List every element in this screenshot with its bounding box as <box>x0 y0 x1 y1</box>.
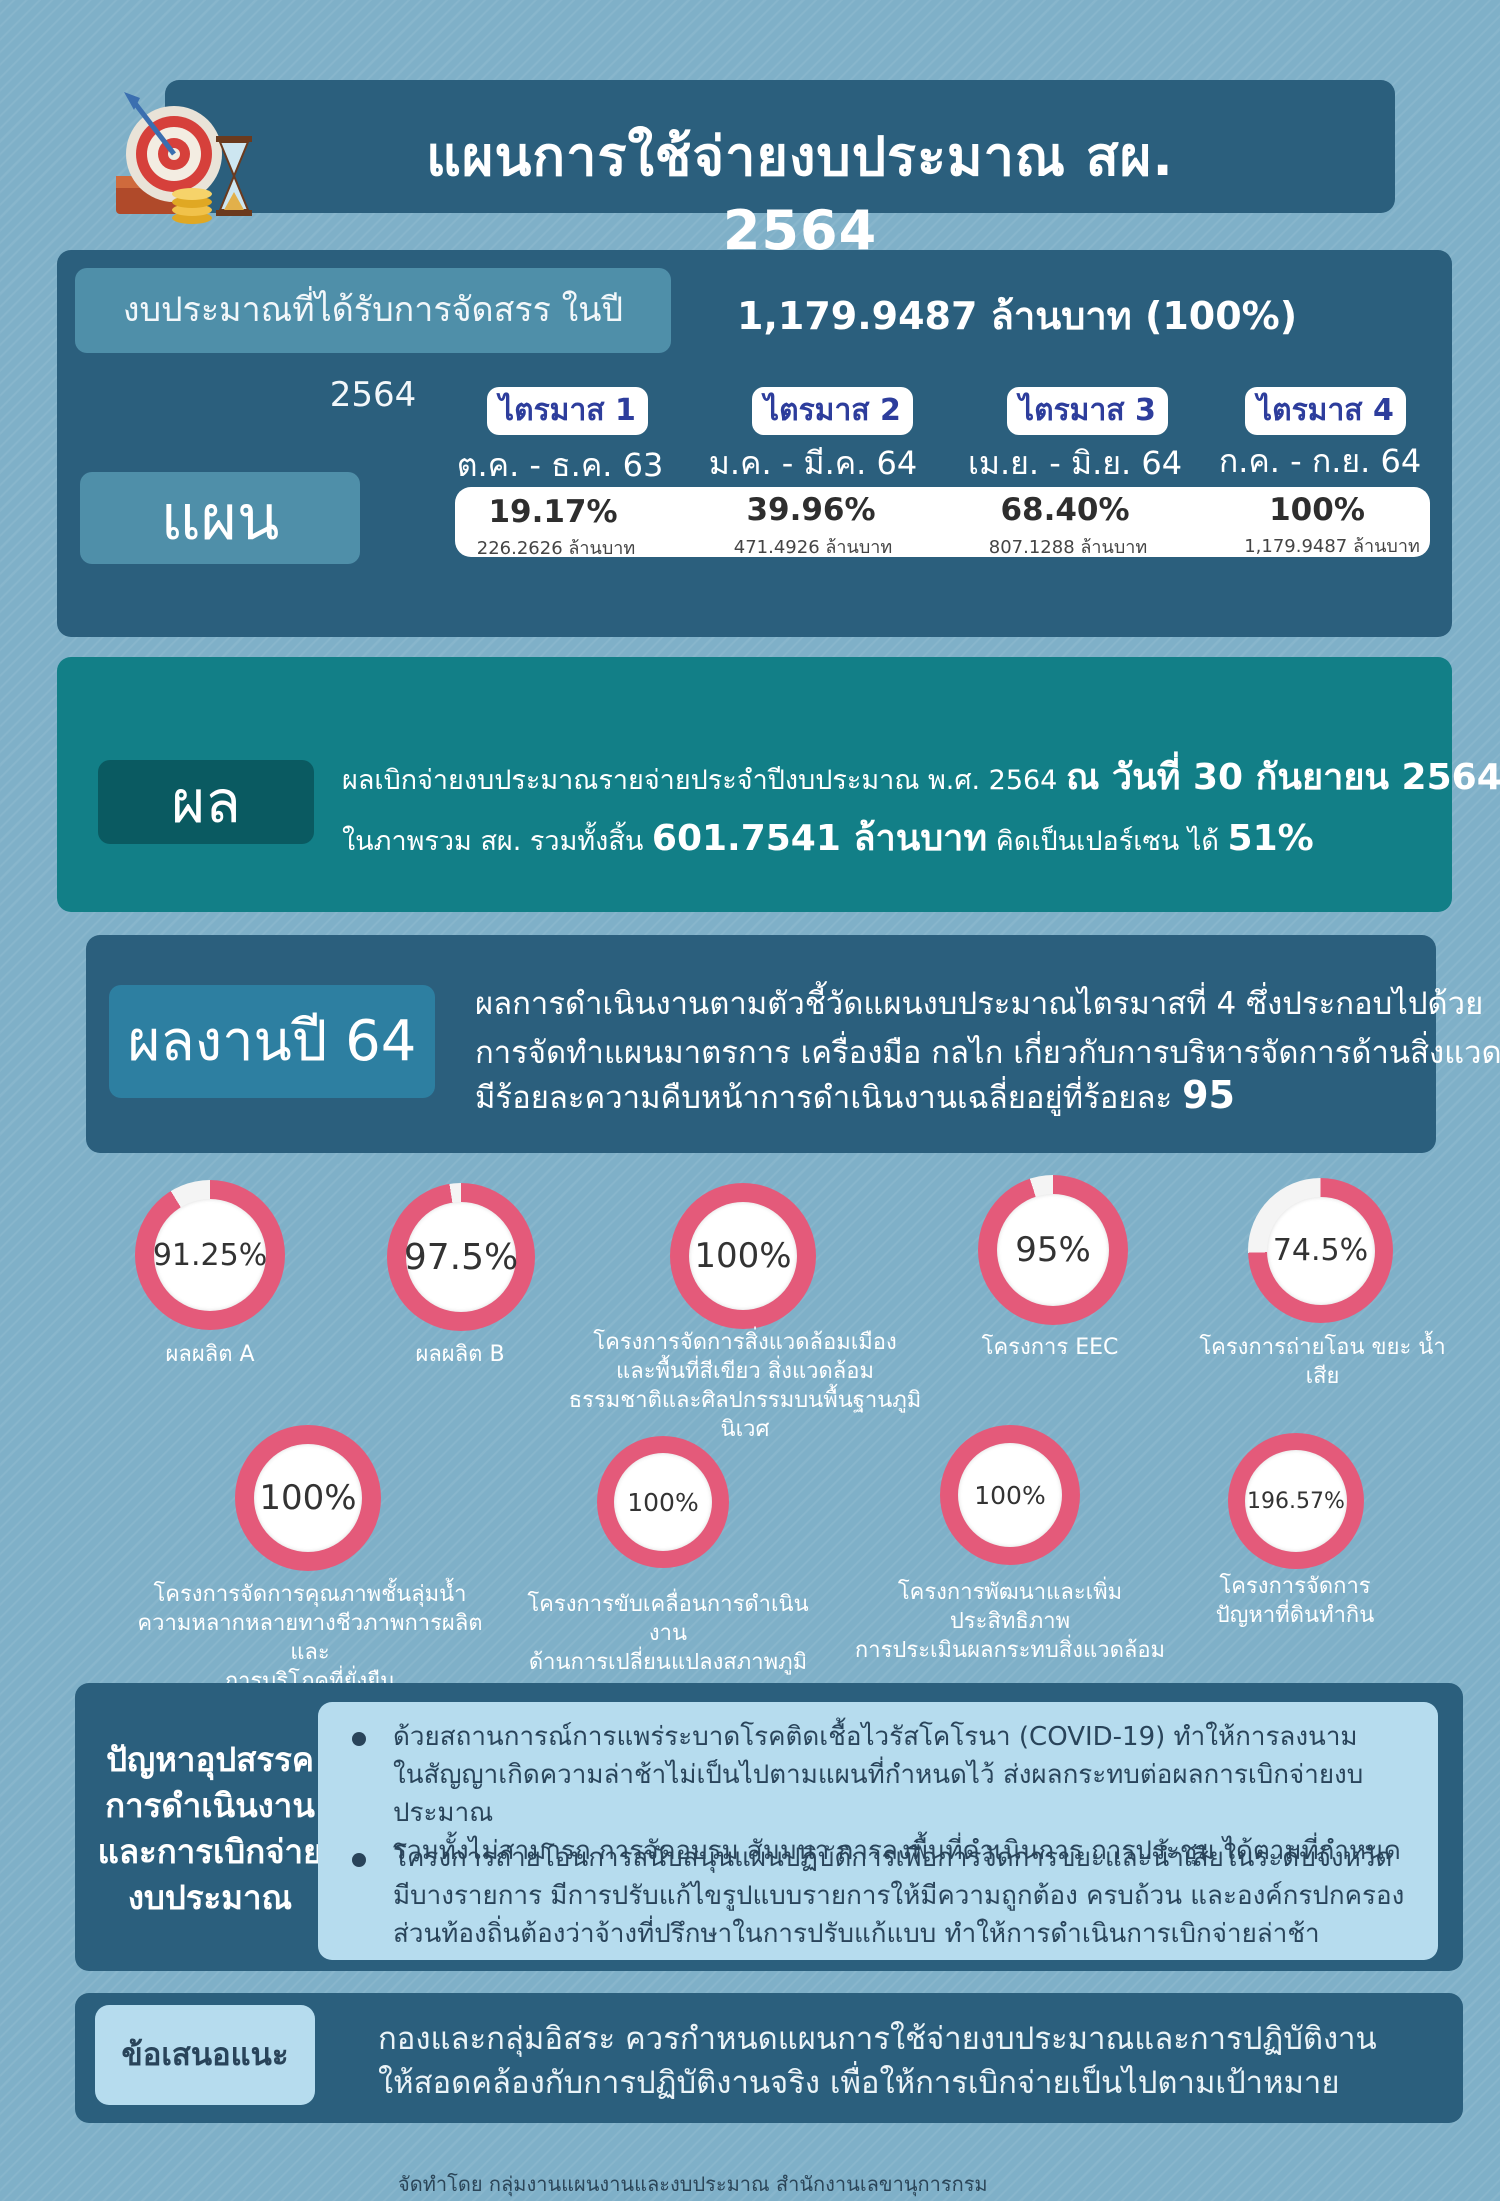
budget-label: งบประมาณที่ได้รับการจัดสรร ในปี 2564 <box>75 268 671 415</box>
gauge-caption-line: โครงการจัดการสิ่งแวดล้อมเมือง <box>593 1330 897 1355</box>
problem-line: โครงการถ่ายโอนการสนับสนุนแผนปฏิบัติการเพ… <box>393 1843 1393 1873</box>
gauge-caption-line: โครงการจัดการ <box>1219 1574 1371 1599</box>
result-line-1-text: ผลเบิกจ่ายงบประมาณรายจ่ายประจำปีงบประมาณ… <box>342 765 1058 796</box>
gauge-caption: โครงการพัฒนาและเพิ่มประสิทธิภาพการประเมิ… <box>850 1578 1170 1665</box>
problem-box <box>318 1702 1438 1960</box>
work-line-2: การจัดทำแผนมาตรการ เครื่องมือ กลไก เกี่ย… <box>475 1035 1500 1071</box>
gauge-ring: 91.25% <box>135 1180 285 1330</box>
gauge-value: 196.57% <box>1245 1450 1347 1552</box>
work-line-3-pre: มีร้อยละความคืบหน้าการดำเนินงานเฉลี่ยอยู… <box>475 1080 1173 1116</box>
problem-title-line: ปัญหาอุปสรรค <box>106 1740 314 1779</box>
gauge-caption: โครงการถ่ายโอน ขยะ น้ำเสีย <box>1185 1333 1460 1391</box>
gauge-caption: โครงการ EEC <box>930 1333 1170 1362</box>
budget-value: 1,179.9487 ล้านบาท (100%) <box>737 294 1298 338</box>
result-date: ณ วันที่ 30 กันยายน 2564 <box>1065 757 1500 798</box>
result-line-2-pre: ในภาพรวม สผ. รวมทั้งสิ้น <box>342 826 644 857</box>
gauge-value: 100% <box>614 1453 712 1551</box>
result-amount: 601.7541 ล้านบาท <box>651 818 988 859</box>
quarter-3-amount: 807.1288 ล้านบาท <box>988 537 1148 558</box>
problem-title-line: และการเบิกจ่าย <box>97 1832 323 1871</box>
gauge-caption: โครงการขับเคลื่อนการดำเนินงาน ด้านการเปลี… <box>523 1590 813 1706</box>
quarter-1-range: ต.ค. - ธ.ค. 63 <box>456 446 664 484</box>
problem-title: ปัญหาอุปสรรค การดำเนินงาน และการเบิกจ่าย… <box>80 1737 340 1921</box>
problem-line: มีบางรายการ มีการปรับแก้ไขรูปแบบรายการให… <box>393 1881 1405 1911</box>
gauge-caption: โครงการจัดการสิ่งแวดล้อมเมืองและพื้นที่ส… <box>550 1328 940 1444</box>
gauge-ring: 100% <box>940 1425 1080 1565</box>
gauge-ring: 196.57% <box>1228 1433 1364 1569</box>
gauge-caption-line: โครงการ EEC <box>981 1335 1119 1360</box>
gauge-caption-line: ธรรมชาติและศิลปกรรมบนพื้นฐานภูมินิเวศ <box>568 1388 922 1442</box>
gauge-caption-line: ผลผลิต A <box>165 1342 255 1367</box>
quarter-1-label: ไตรมาส 1 <box>487 387 648 435</box>
work-average-value: 95 <box>1182 1073 1235 1117</box>
title-bar <box>165 80 1395 213</box>
quarter-4-label: ไตรมาส 4 <box>1245 387 1406 435</box>
gauge-value: 97.5% <box>404 1202 518 1312</box>
quarter-1-amount: 226.2626 ล้านบาท <box>476 538 636 559</box>
gauge-caption-line: โครงการจัดการคุณภาพชั้นลุ่มน้ำ <box>153 1582 467 1607</box>
gauge-ring: 100% <box>670 1183 816 1329</box>
problem-line: ส่วนท้องถิ่นต้องว่าจ้างที่ปรึกษาในการปรั… <box>393 1919 1320 1949</box>
footer-credit: จัดทำโดย กลุ่มงานแผนงานและงบประมาณ สำนัก… <box>398 2172 988 2196</box>
gauge-caption: ผลผลิต A <box>110 1340 310 1369</box>
result-line-1: ผลเบิกจ่ายงบประมาณรายจ่ายประจำปีงบประมาณ… <box>342 748 1500 805</box>
work-line-3: มีร้อยละความคืบหน้าการดำเนินงานเฉลี่ยอยู… <box>475 1072 1235 1122</box>
gauge-value: 100% <box>689 1202 797 1310</box>
gauge-caption-line: โครงการพัฒนาและเพิ่มประสิทธิภาพ <box>897 1580 1123 1634</box>
problem-line: รวมทั้งไม่สามารถ การจัดอบรม สัมมนา การลง… <box>393 1836 1401 1866</box>
bullet-dot-icon <box>352 1853 366 1867</box>
gauge-caption-line: ปัญหาที่ดินทำกิน <box>1215 1603 1375 1628</box>
plan-label: แผน <box>80 472 360 564</box>
problem-line: ในสัญญาเกิดความล่าช้าไม่เป็นไปตามแผนที่ก… <box>393 1760 1364 1828</box>
gauge-caption-line: การประเมินผลกระทบสิ่งแวดล้อม <box>854 1638 1166 1663</box>
quarter-3-range: เม.ย. - มิ.ย. 64 <box>967 444 1183 482</box>
target-money-icon <box>112 88 262 228</box>
problem-line: ด้วยสถานการณ์การแพร่ระบาดโรคติดเชื้อไวรั… <box>393 1722 1358 1752</box>
gauge-ring: 97.5% <box>387 1183 535 1331</box>
quarter-3-label: ไตรมาส 3 <box>1007 387 1168 435</box>
problem-bullet-2: โครงการถ่ายโอนการสนับสนุนแผนปฏิบัติการเพ… <box>393 1839 1433 1953</box>
gauge-caption-line: โครงการถ่ายโอน ขยะ น้ำเสีย <box>1199 1335 1446 1389</box>
problem-title-line: การดำเนินงาน <box>105 1786 315 1825</box>
gauge-caption-line: ความหลากหลายทางชีวภาพการผลิตและ <box>137 1611 483 1665</box>
gauge-ring: 100% <box>597 1436 729 1568</box>
quarter-2-percent: 39.96% <box>746 492 876 528</box>
quarter-2-label: ไตรมาส 2 <box>752 387 913 435</box>
gauge-caption: ผลผลิต B <box>360 1340 560 1369</box>
quarter-3-percent: 68.40% <box>1000 492 1130 528</box>
suggestion-line-2: ให้สอดคล้องกับการปฏิบัติงานจริง เพื่อให้… <box>378 2065 1340 2101</box>
gauge-value: 91.25% <box>153 1199 267 1311</box>
gauge-value: 95% <box>997 1194 1109 1306</box>
suggestion-label: ข้อเสนอแนะ <box>95 2005 315 2105</box>
gauge-caption: โครงการจัดการปัญหาที่ดินทำกิน <box>1195 1572 1395 1630</box>
quarter-2-amount: 471.4926 ล้านบาท <box>733 537 893 558</box>
gauge-value: 100% <box>958 1443 1062 1547</box>
quarter-2-range: ม.ค. - มี.ค. 64 <box>708 444 918 482</box>
quarter-values-strip <box>455 487 1430 557</box>
page-title: แผนการใช้จ่ายงบประมาณ สผ. 2564 <box>360 113 1240 274</box>
result-line-2-mid: คิดเป็นเปอร์เซน ได้ <box>995 826 1219 857</box>
problem-bullet-1: ด้วยสถานการณ์การแพร่ระบาดโรคติดเชื้อไวรั… <box>393 1718 1433 1870</box>
gauge-caption: โครงการจัดการคุณภาพชั้นลุ่มน้ำความหลากหล… <box>120 1580 500 1696</box>
gauge-caption-line: และพื้นที่สีเขียว สิ่งแวดล้อม <box>616 1359 874 1384</box>
problem-title-line: งบประมาณ <box>127 1878 293 1917</box>
suggestion-line-1: กองและกลุ่มอิสระ ควรกำหนดแผนการใช้จ่ายงบ… <box>378 2021 1377 2057</box>
gauge-value: 100% <box>254 1444 362 1552</box>
work-label: ผลงานปี 64 <box>109 985 435 1098</box>
quarter-4-percent: 100% <box>1269 492 1365 528</box>
bullet-dot-icon <box>352 1732 366 1746</box>
result-line-2: ในภาพรวม สผ. รวมทั้งสิ้น 601.7541 ล้านบา… <box>342 809 1314 866</box>
work-line-1: ผลการดำเนินงานตามตัวชี้วัดแผนงบประมาณไตร… <box>475 986 1484 1022</box>
quarter-4-range: ก.ค. - ก.ย. 64 <box>1218 442 1422 480</box>
gauge-caption-line: ผลผลิต B <box>415 1342 505 1367</box>
gauge-ring: 74.5% <box>1248 1178 1393 1323</box>
result-label: ผล <box>98 760 314 844</box>
gauge-ring: 95% <box>978 1175 1128 1325</box>
gauge-value: 74.5% <box>1266 1196 1375 1305</box>
quarter-1-percent: 19.17% <box>488 494 618 530</box>
result-percent: 51% <box>1227 818 1314 859</box>
gauge-caption-line: โครงการขับเคลื่อนการดำเนินงาน <box>527 1592 809 1646</box>
gauge-ring: 100% <box>235 1425 381 1571</box>
quarter-4-amount: 1,179.9487 ล้านบาท <box>1244 536 1420 557</box>
